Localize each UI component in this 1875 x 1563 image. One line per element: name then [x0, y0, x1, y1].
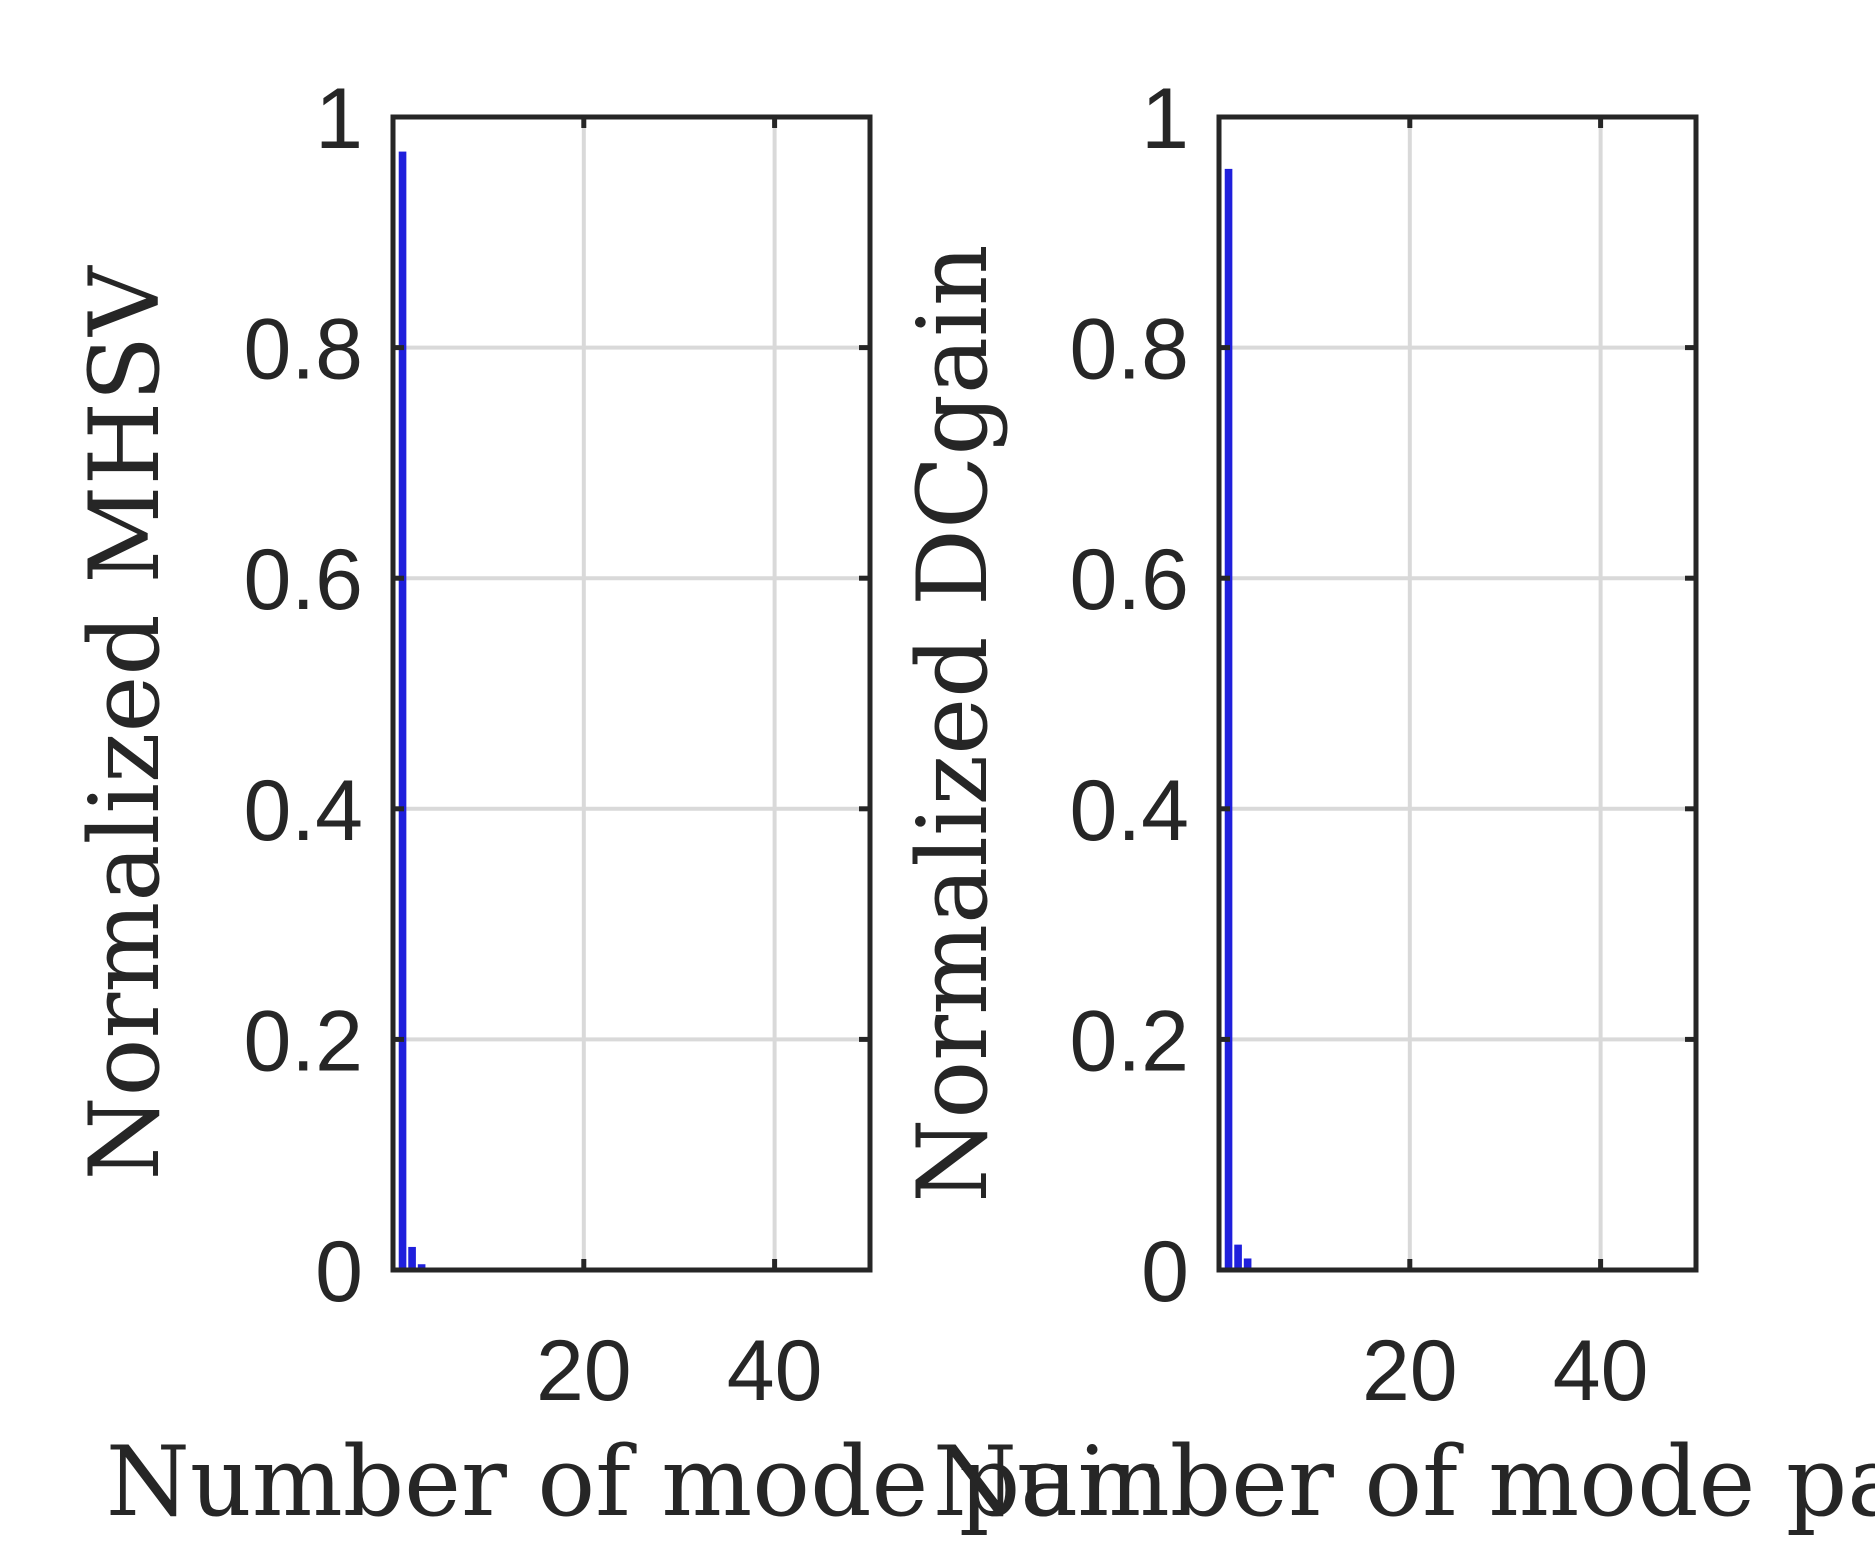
- axes-box: [390, 114, 873, 1273]
- y-tick-label: 1: [315, 71, 363, 167]
- y-tick-label: 1: [1141, 71, 1189, 167]
- y-axis-label: Normalized MHSV: [69, 265, 181, 1181]
- bar: [1224, 168, 1233, 1270]
- x-tick-label: 20: [536, 1323, 632, 1419]
- x-axis-label: Number of mode pair: [106, 1426, 1154, 1538]
- axes-box: [1216, 114, 1699, 1273]
- bar: [417, 1264, 426, 1270]
- y-tick-label: 0.8: [1069, 302, 1189, 398]
- y-tick-label: 0: [315, 1224, 363, 1320]
- y-tick-label: 0.2: [243, 993, 363, 1089]
- y-tick-label: 0.8: [243, 302, 363, 398]
- y-tick-label: 0.2: [1069, 993, 1189, 1089]
- y-tick-label: 0.6: [1069, 532, 1189, 628]
- x-tick-label: 40: [1553, 1323, 1649, 1419]
- bar: [408, 1246, 416, 1270]
- x-tick-label: 40: [727, 1323, 823, 1419]
- subplot-dcgain: 0 0.2 0.4 0.6 0.8 1 20 40 Normalized DCgain Numbe…: [897, 71, 1875, 1538]
- x-tick-label: 20: [1362, 1323, 1458, 1419]
- x-axis-label: Number of mode pair: [933, 1426, 1875, 1538]
- y-tick-label: 0.6: [243, 532, 363, 628]
- y-tick-label: 0: [1141, 1224, 1189, 1320]
- y-tick-label: 0.4: [1069, 763, 1189, 859]
- y-tick-label: 0.4: [243, 763, 363, 859]
- subplot-mhsv: 0 0.2 0.4 0.6 0.8 1 20 40 Normalized MHSV Number …: [69, 71, 1154, 1538]
- bar: [1234, 1244, 1242, 1270]
- y-axis-label: Normalized DCgain: [897, 244, 1009, 1202]
- bar: [398, 151, 407, 1271]
- bar: [1243, 1258, 1252, 1270]
